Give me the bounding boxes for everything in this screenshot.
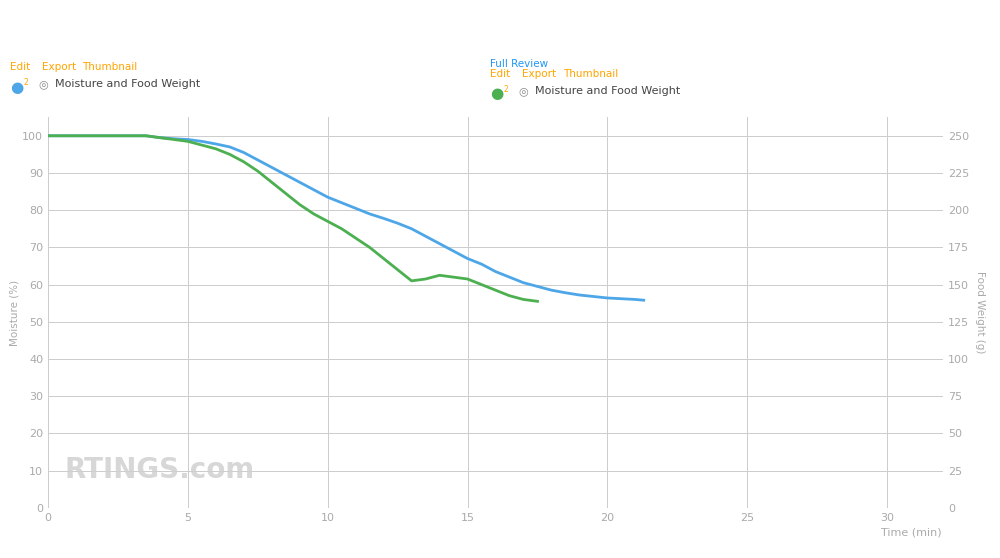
Text: Full Review: Full Review xyxy=(490,59,548,69)
Text: ✕: ✕ xyxy=(984,23,994,36)
Text: ●: ● xyxy=(490,86,503,102)
Text: Thumbnail: Thumbnail xyxy=(563,69,618,79)
Text: 2: 2 xyxy=(504,85,509,94)
Text: 2: 2 xyxy=(24,78,29,87)
Y-axis label: Moisture (%): Moisture (%) xyxy=(9,280,19,345)
Text: ◎: ◎ xyxy=(518,86,528,96)
Text: Moisture and Food Weight: Moisture and Food Weight xyxy=(535,86,680,96)
Text: Export: Export xyxy=(42,62,76,73)
Text: RTINGS.com: RTINGS.com xyxy=(64,456,254,484)
Text: Dash Compact, All Upgrades: Dash Compact, All Upgrades xyxy=(9,22,252,37)
Text: Export: Export xyxy=(522,69,556,79)
Text: ▾: ▾ xyxy=(964,23,970,36)
Y-axis label: Food Weight (g): Food Weight (g) xyxy=(975,271,985,354)
Text: ✕: ✕ xyxy=(457,23,467,36)
Text: ●: ● xyxy=(10,80,23,95)
Text: Thumbnail: Thumbnail xyxy=(82,62,137,73)
Text: Edit: Edit xyxy=(10,62,30,73)
Text: ◎: ◎ xyxy=(38,79,48,89)
Text: ▾: ▾ xyxy=(436,23,442,36)
Text: Chefman TurboFry RJ38-5-T: Chefman TurboFry RJ38-5-T xyxy=(495,22,728,37)
Text: Time (min): Time (min) xyxy=(881,527,942,537)
Text: Edit: Edit xyxy=(490,69,510,79)
Text: Moisture and Food Weight: Moisture and Food Weight xyxy=(55,79,200,89)
